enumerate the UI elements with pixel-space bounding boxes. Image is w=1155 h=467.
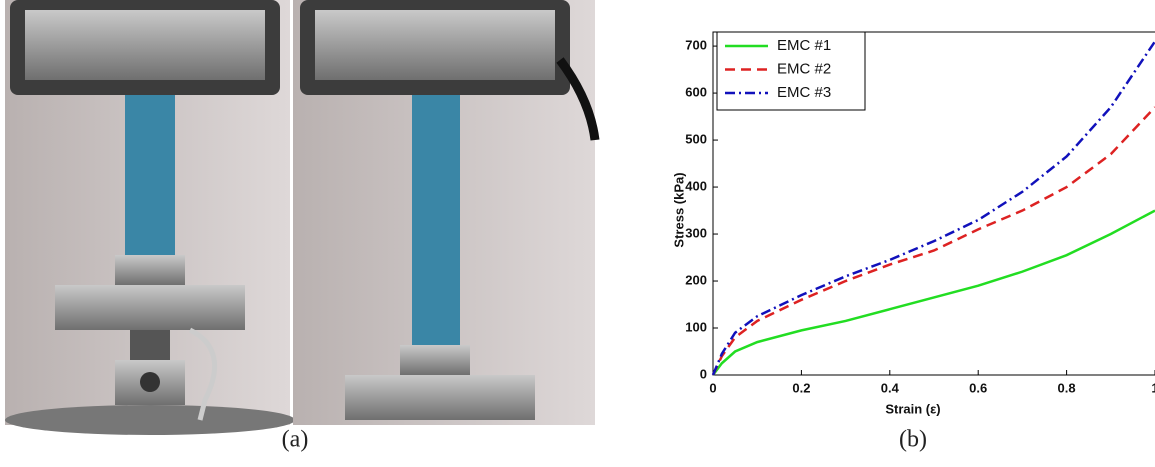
y-axis-label: Stress (kPa) bbox=[671, 172, 686, 247]
caption: (a) bbox=[282, 427, 309, 453]
y-tick-label: 700 bbox=[685, 38, 707, 53]
photo-left bbox=[5, 0, 295, 435]
caption: (b) bbox=[899, 427, 927, 453]
legend-label: EMC #3 bbox=[777, 84, 831, 101]
y-tick-label: 600 bbox=[685, 85, 707, 100]
line-series bbox=[712, 209, 1155, 376]
line-series bbox=[711, 106, 1155, 376]
x-tick-label: 0.4 bbox=[881, 380, 900, 395]
x-axis-label: Strain (ε) bbox=[885, 401, 940, 416]
legend-label: EMC #2 bbox=[777, 60, 831, 77]
photo-right bbox=[293, 0, 600, 425]
x-tick-label: 0.6 bbox=[969, 380, 987, 395]
chart: Strain (ε) Stress (kPa) 0 100 200 300 400 500… bbox=[671, 31, 1155, 416]
y-tick-label: 0 bbox=[700, 366, 707, 381]
x-tick-label: 0.8 bbox=[1058, 380, 1076, 395]
y-tick-label: 300 bbox=[685, 225, 707, 240]
plot-frame bbox=[712, 31, 1155, 376]
x-tick-label: 0.2 bbox=[792, 380, 810, 395]
y-tick-label: 500 bbox=[685, 132, 707, 147]
y-tick-label: 100 bbox=[685, 319, 707, 334]
line-series bbox=[711, 40, 1155, 376]
legend-label: EMC #1 bbox=[777, 37, 831, 54]
y-tick-label: 400 bbox=[685, 178, 707, 193]
x-tick-label: 0 bbox=[709, 380, 716, 395]
y-tick-label: 200 bbox=[685, 272, 707, 287]
x-tick-label: 1 bbox=[1151, 380, 1155, 395]
